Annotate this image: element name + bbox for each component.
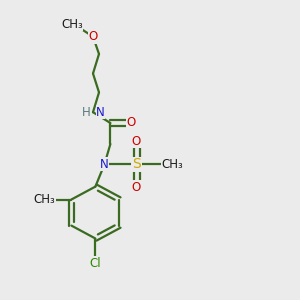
Text: CH₃: CH₃	[162, 158, 183, 171]
Text: O: O	[88, 30, 98, 43]
Text: S: S	[132, 158, 141, 171]
Text: CH₃: CH₃	[34, 193, 55, 206]
Text: N: N	[100, 158, 109, 171]
Text: O: O	[132, 135, 141, 148]
Text: H: H	[82, 106, 91, 119]
Text: Cl: Cl	[90, 257, 101, 270]
Text: O: O	[127, 116, 136, 130]
Text: CH₃: CH₃	[61, 17, 83, 31]
Text: N: N	[96, 106, 105, 119]
Text: O: O	[132, 181, 141, 194]
